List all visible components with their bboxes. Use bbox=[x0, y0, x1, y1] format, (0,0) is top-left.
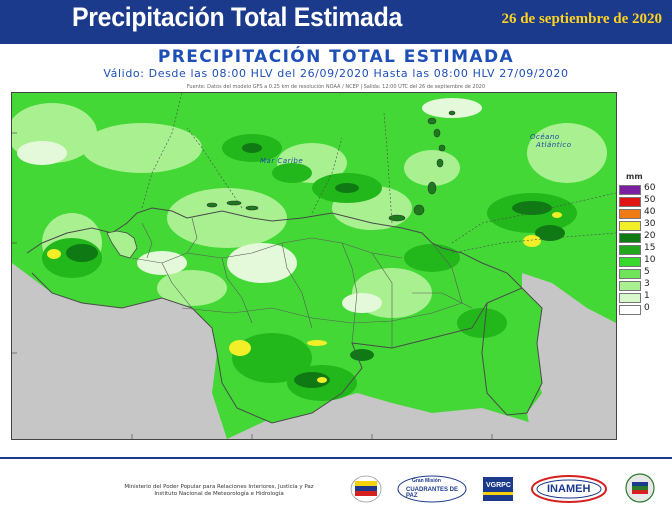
legend-item: 60 bbox=[618, 183, 672, 195]
cuadrantes-de-paz-logo: Gran Misión CUADRANTES DE PAZ bbox=[396, 474, 468, 504]
country-border bbox=[31, 272, 523, 424]
land-outside-bottom bbox=[227, 393, 532, 439]
legend-item: 1 bbox=[618, 291, 672, 303]
lake-maracaibo bbox=[106, 230, 138, 259]
legend-value: 50 bbox=[644, 195, 656, 205]
emblem-logo bbox=[624, 472, 656, 504]
legend-value: 30 bbox=[644, 219, 656, 229]
ministry-caption: Ministerio del Poder Popular para Relaci… bbox=[104, 484, 334, 498]
legend-swatch bbox=[619, 281, 641, 291]
legend-item: 20 bbox=[618, 231, 672, 243]
inameh-logo: INAMEH bbox=[530, 474, 608, 504]
legend-item: 50 bbox=[618, 195, 672, 207]
label-caribbean-sea: Mar Caribe bbox=[260, 157, 304, 165]
page-title: Precipitación Total Estimada bbox=[72, 2, 403, 32]
legend-item: 5 bbox=[618, 267, 672, 279]
legend-value: 20 bbox=[644, 231, 656, 241]
land-outside-right bbox=[522, 273, 616, 439]
legend-swatch bbox=[619, 293, 641, 303]
precipitation-map: Mar Caribe Océano Atlántico bbox=[11, 92, 617, 440]
legend-value: 10 bbox=[644, 255, 656, 265]
ministry-shield-logo bbox=[348, 474, 384, 504]
rain-field-dark bbox=[66, 143, 565, 388]
label-atlantic-ocean-2: Atlántico bbox=[536, 141, 572, 149]
validity-period: Válido: Desde las 08:00 HLV del 26/09/20… bbox=[103, 67, 569, 80]
legend-item: 3 bbox=[618, 279, 672, 291]
vgrpc-logo: VGRPC bbox=[480, 474, 516, 504]
map-title: PRECIPITACIÓN TOTAL ESTIMADA bbox=[157, 47, 515, 67]
legend-value: 3 bbox=[644, 279, 650, 289]
legend-value: 5 bbox=[644, 267, 650, 277]
ministry-line-2: Instituto Nacional de Meteorología e Hid… bbox=[154, 491, 284, 497]
legend-unit: mm bbox=[626, 172, 643, 181]
maritime-lines bbox=[141, 93, 616, 254]
label-atlantic-ocean-1: Océano bbox=[530, 133, 560, 141]
legend-swatch bbox=[619, 269, 641, 279]
ministry-line-1: Ministerio del Poder Popular para Relaci… bbox=[124, 484, 314, 490]
map-canvas bbox=[12, 93, 616, 439]
legend-swatch bbox=[619, 209, 641, 219]
state-borders bbox=[131, 217, 473, 348]
legend-swatch bbox=[619, 257, 641, 267]
legend-value: 1 bbox=[644, 291, 650, 301]
data-source-note: Fuente: Datos del modelo GFS a 0.25 km d… bbox=[186, 84, 486, 90]
rain-field-yellow bbox=[47, 212, 562, 383]
rain-field-medium bbox=[42, 134, 577, 401]
legend-item: 15 bbox=[618, 243, 672, 255]
legend-swatch bbox=[619, 245, 641, 255]
legend-swatch bbox=[619, 197, 641, 207]
footer-divider bbox=[0, 457, 672, 459]
precipitation-legend: mm 60 50 40 30 20 15 10 5 3 1 0 bbox=[618, 172, 672, 318]
legend-item: 40 bbox=[618, 207, 672, 219]
legend-value: 15 bbox=[644, 243, 656, 253]
legend-value: 0 bbox=[644, 303, 650, 313]
header-bar: Precipitación Total Estimada 26 de septi… bbox=[0, 0, 672, 44]
land-outside-left bbox=[12, 263, 227, 439]
legend-swatch bbox=[619, 233, 641, 243]
legend-value: 60 bbox=[644, 183, 656, 193]
frame-ticks bbox=[12, 132, 493, 439]
islands bbox=[206, 110, 456, 222]
legend-item: 30 bbox=[618, 219, 672, 231]
legend-item: 10 bbox=[618, 255, 672, 267]
legend-value: 40 bbox=[644, 207, 656, 217]
legend-swatch bbox=[619, 185, 641, 195]
legend-item: 0 bbox=[618, 303, 672, 315]
legend-swatch bbox=[619, 305, 641, 315]
legend-swatch bbox=[619, 221, 641, 231]
forecast-date: 26 de septiembre de 2020 bbox=[501, 11, 662, 27]
